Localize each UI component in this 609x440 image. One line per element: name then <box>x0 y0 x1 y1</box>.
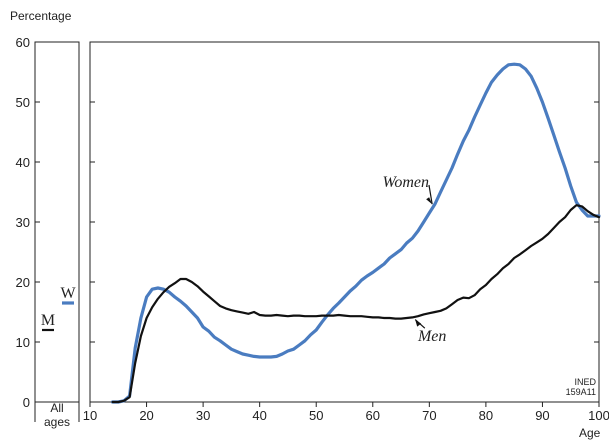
x-tick-label: 50 <box>309 408 323 423</box>
annotations: Women Men <box>382 174 446 345</box>
x-tick-label: 90 <box>535 408 549 423</box>
all-ages-label-m: M <box>41 312 55 329</box>
x-tick-label: 60 <box>366 408 380 423</box>
y-tick-label: 30 <box>16 215 30 230</box>
x-tick-label: 100 <box>588 408 609 423</box>
x-tick-label: 10 <box>83 408 97 423</box>
annotation-women-arrowhead <box>426 197 433 205</box>
all-ages-label-line2: ages <box>44 415 70 429</box>
annotation-men-arrowhead <box>415 319 422 327</box>
x-tick-label: 70 <box>422 408 436 423</box>
x-axis-title: Age <box>579 426 601 440</box>
series-lines <box>111 62 601 404</box>
source-label-line1: INED <box>574 377 596 387</box>
y-tick-label: 0 <box>23 395 30 410</box>
all-ages-label-line1: All <box>50 401 63 415</box>
all-ages-label-w: W <box>60 285 76 302</box>
annotation-women-arrow <box>428 184 433 205</box>
all-ages-markers: WM <box>41 285 76 332</box>
x-tick-label: 80 <box>479 408 493 423</box>
series-line-women <box>111 62 601 404</box>
x-tick-label: 30 <box>196 408 210 423</box>
y-tick-label: 40 <box>16 155 30 170</box>
x-tick-label: 20 <box>139 408 153 423</box>
y-axis-title: Percentage <box>10 9 72 23</box>
y-tick-label: 20 <box>16 275 30 290</box>
source-label-line2: 159A11 <box>566 387 596 397</box>
annotation-women: Women <box>382 174 429 191</box>
all-ages-panel <box>34 41 80 403</box>
annotation-men: Men <box>417 328 446 345</box>
y-tick-label: 60 <box>16 35 30 50</box>
y-ticks: 0 10 20 30 40 50 60 <box>16 35 599 410</box>
y-tick-label: 50 <box>16 95 30 110</box>
x-tick-label: 40 <box>252 408 266 423</box>
y-tick-label: 10 <box>16 335 30 350</box>
x-ticks: 10 20 30 40 50 60 70 80 90 100 <box>83 402 609 423</box>
series-line-men <box>111 204 601 404</box>
plot-frame <box>89 41 600 403</box>
